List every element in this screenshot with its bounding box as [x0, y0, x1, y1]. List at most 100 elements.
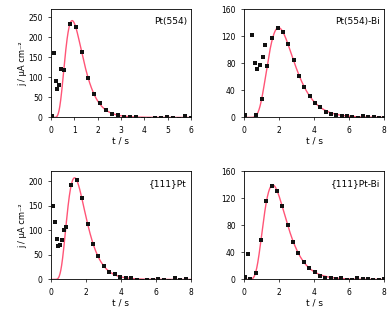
- Point: [97, 101, 103, 106]
- Point: [274, 25, 281, 30]
- Point: [274, 188, 280, 193]
- Point: [360, 113, 366, 118]
- X-axis label: t / s: t / s: [306, 298, 323, 307]
- Point: [53, 78, 59, 83]
- Point: [279, 203, 285, 208]
- Point: [57, 243, 63, 248]
- Point: [84, 221, 91, 226]
- Point: [247, 277, 253, 282]
- Point: [176, 116, 182, 121]
- Point: [52, 219, 58, 224]
- Point: [295, 251, 301, 256]
- Point: [112, 272, 118, 277]
- Point: [103, 107, 109, 112]
- Y-axis label: j / μA cm⁻²: j / μA cm⁻²: [18, 203, 27, 248]
- Text: {111}Pt-Bi: {111}Pt-Bi: [330, 179, 380, 188]
- Text: Pt(554): Pt(554): [154, 17, 187, 26]
- Point: [269, 183, 275, 188]
- Point: [68, 182, 74, 187]
- Point: [327, 275, 334, 280]
- Point: [317, 105, 323, 110]
- Point: [263, 198, 269, 203]
- Point: [79, 196, 85, 201]
- X-axis label: t / s: t / s: [306, 136, 323, 145]
- Point: [115, 112, 122, 117]
- Point: [95, 254, 102, 259]
- Point: [51, 50, 57, 55]
- Point: [365, 115, 371, 120]
- Point: [117, 275, 123, 280]
- Point: [59, 238, 65, 243]
- Point: [90, 241, 96, 246]
- Point: [290, 239, 296, 244]
- Point: [91, 92, 97, 97]
- Point: [53, 237, 60, 242]
- Point: [55, 244, 62, 249]
- Point: [301, 260, 307, 265]
- Point: [359, 277, 366, 282]
- Point: [333, 112, 339, 117]
- Point: [306, 266, 312, 271]
- Point: [242, 113, 248, 118]
- Point: [370, 278, 377, 283]
- Point: [344, 113, 350, 118]
- Point: [354, 115, 361, 120]
- Point: [163, 115, 170, 120]
- Point: [249, 33, 255, 38]
- Point: [140, 116, 146, 121]
- Point: [128, 276, 134, 281]
- Point: [258, 237, 264, 242]
- Point: [151, 115, 158, 120]
- Point: [323, 110, 329, 115]
- Point: [349, 115, 356, 120]
- Point: [182, 114, 188, 119]
- Point: [161, 278, 167, 283]
- Point: [177, 277, 183, 282]
- Point: [343, 277, 350, 282]
- Point: [188, 278, 194, 283]
- Point: [252, 270, 259, 275]
- Point: [285, 41, 292, 46]
- Point: [253, 112, 260, 117]
- Point: [145, 116, 152, 121]
- Point: [257, 62, 263, 67]
- Point: [166, 278, 172, 283]
- Point: [322, 275, 328, 280]
- Point: [63, 225, 69, 230]
- Point: [349, 278, 355, 283]
- Point: [252, 61, 258, 66]
- Point: [259, 96, 265, 101]
- Point: [285, 222, 291, 227]
- Point: [311, 269, 318, 274]
- Point: [67, 22, 73, 27]
- X-axis label: t / s: t / s: [113, 298, 129, 307]
- Point: [260, 54, 266, 59]
- Y-axis label: j / μA cm⁻²: j / μA cm⁻²: [18, 41, 27, 86]
- Point: [317, 273, 323, 279]
- Text: Pt(554)-Bi: Pt(554)-Bi: [335, 17, 380, 26]
- Point: [54, 86, 61, 91]
- Point: [381, 277, 387, 282]
- Point: [188, 115, 194, 120]
- Point: [328, 111, 334, 116]
- Point: [85, 75, 91, 80]
- Text: {111}Pt: {111}Pt: [149, 179, 187, 188]
- Point: [144, 277, 151, 282]
- Point: [73, 24, 79, 30]
- Point: [182, 277, 189, 282]
- Point: [60, 228, 67, 233]
- Point: [264, 64, 270, 69]
- Point: [245, 251, 251, 256]
- Point: [61, 67, 67, 72]
- Point: [127, 115, 134, 120]
- Point: [376, 277, 382, 282]
- Point: [101, 263, 107, 268]
- Point: [150, 278, 156, 283]
- Point: [365, 277, 371, 282]
- Point: [269, 35, 276, 41]
- Point: [58, 67, 64, 72]
- Point: [106, 269, 113, 274]
- Point: [133, 278, 140, 283]
- Point: [123, 276, 129, 281]
- Point: [121, 114, 127, 119]
